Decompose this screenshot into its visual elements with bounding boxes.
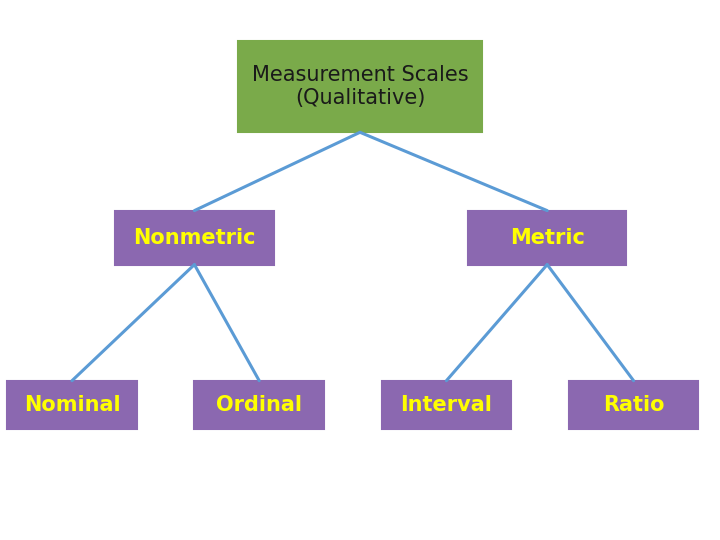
FancyBboxPatch shape	[115, 211, 274, 265]
FancyBboxPatch shape	[7, 381, 137, 429]
Text: Measurement Scales
(Qualitative): Measurement Scales (Qualitative)	[252, 65, 468, 108]
Text: Nonmetric: Nonmetric	[133, 227, 256, 248]
FancyBboxPatch shape	[194, 381, 324, 429]
Text: Metric: Metric	[510, 227, 585, 248]
FancyBboxPatch shape	[569, 381, 698, 429]
FancyBboxPatch shape	[238, 40, 482, 132]
Text: Interval: Interval	[400, 395, 492, 415]
FancyBboxPatch shape	[468, 211, 626, 265]
Text: Ordinal: Ordinal	[216, 395, 302, 415]
Text: Ratio: Ratio	[603, 395, 665, 415]
Text: Nominal: Nominal	[24, 395, 120, 415]
FancyBboxPatch shape	[382, 381, 511, 429]
